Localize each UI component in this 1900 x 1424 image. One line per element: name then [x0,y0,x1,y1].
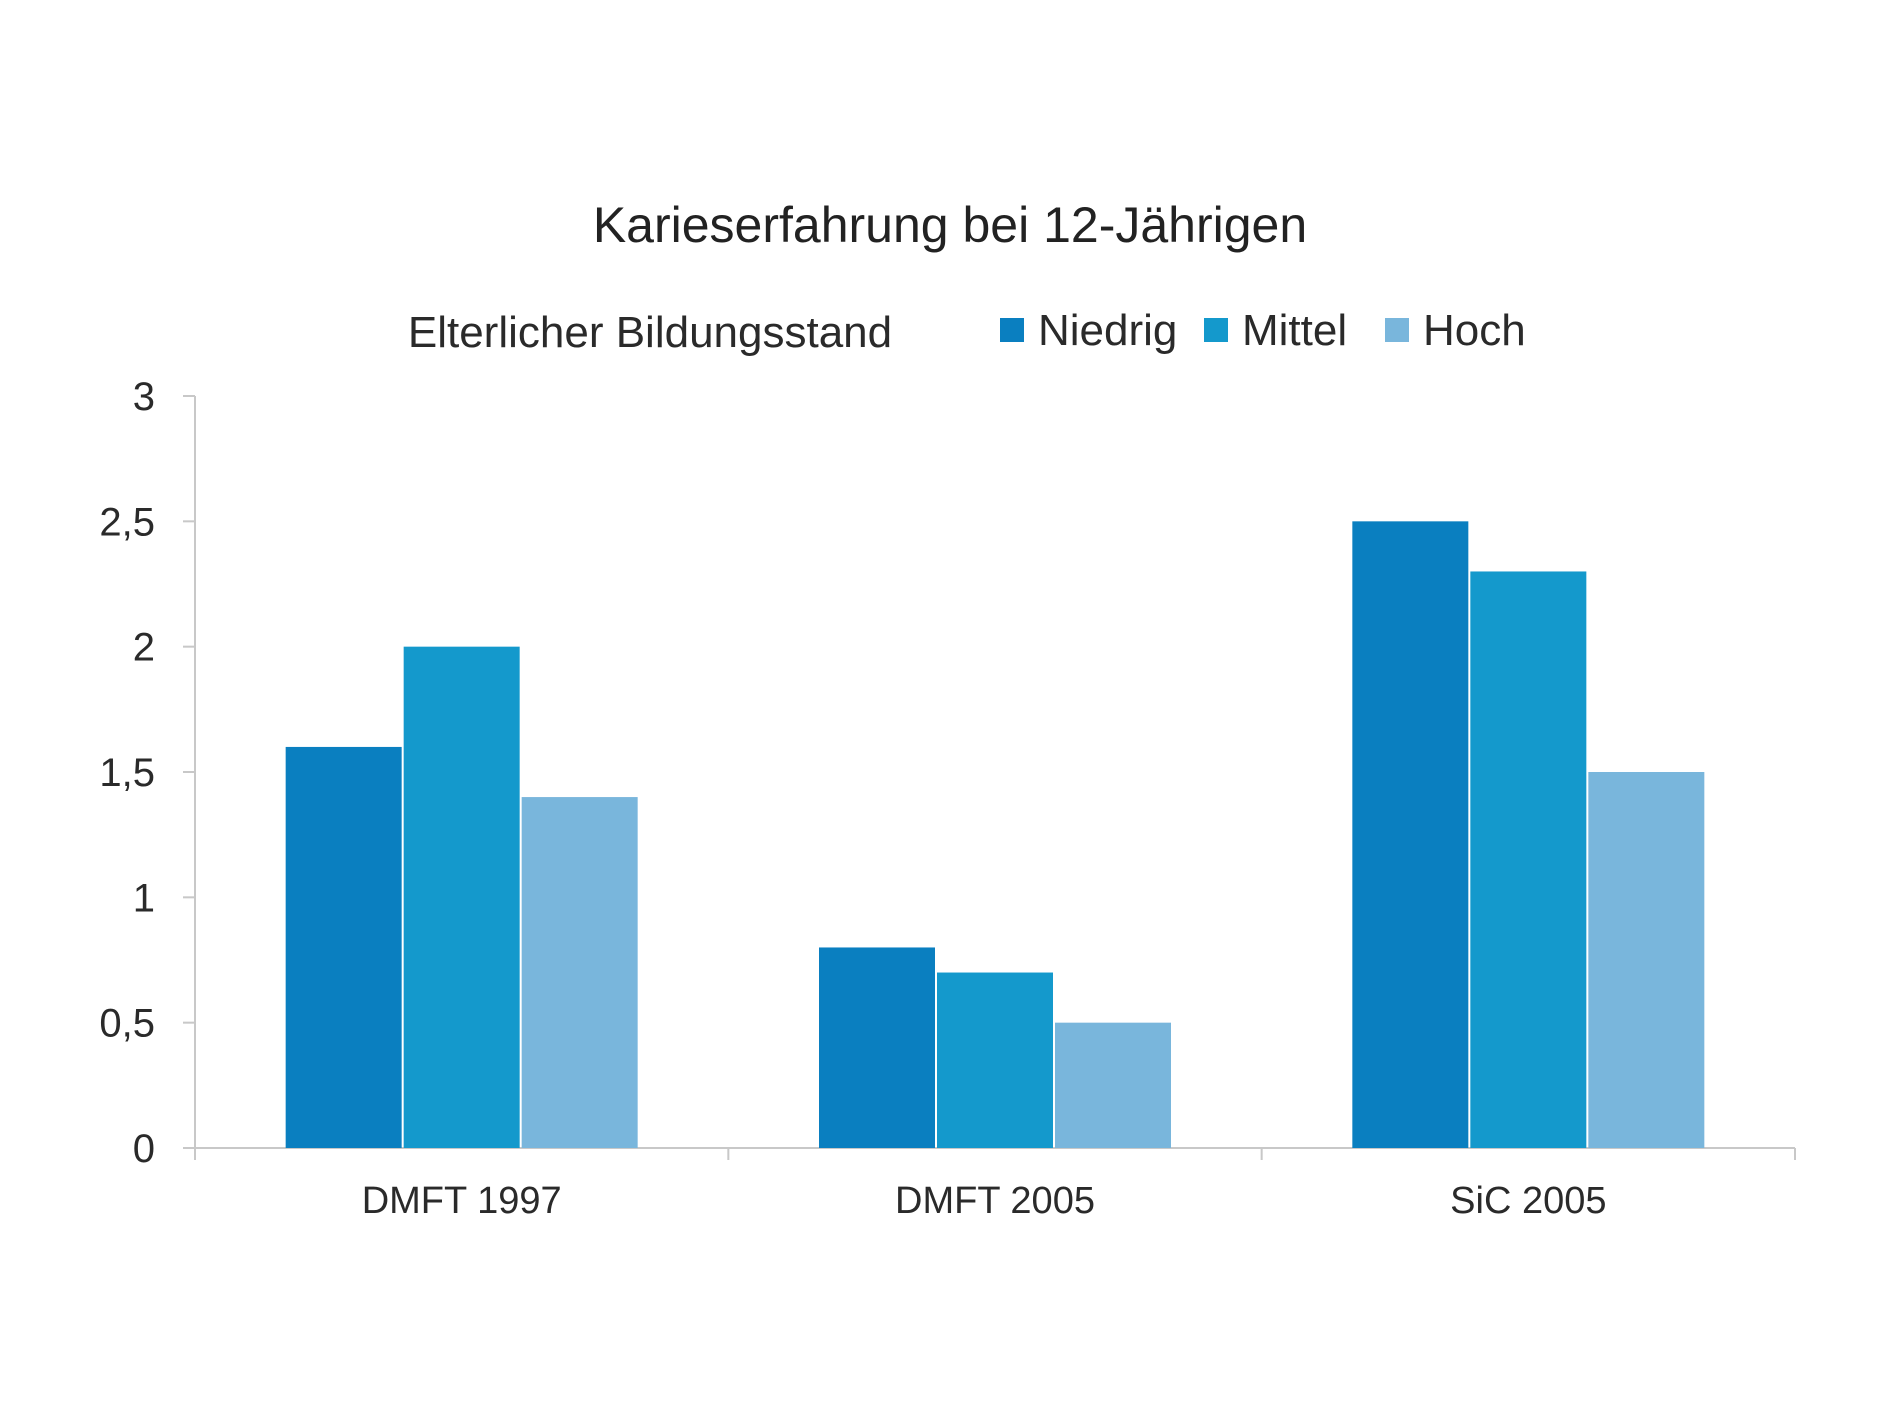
category-label: DMFT 1997 [362,1180,562,1222]
bar-niedrig-3 [1352,521,1469,1148]
bar-niedrig-1 [285,746,402,1148]
bar-hoch-3 [1588,772,1705,1148]
bar-mittel-2 [937,972,1053,1148]
category-labels: DMFT 1997 DMFT 2005 SiC 2005 [362,1180,1607,1222]
chart-title: Karieserfahrung bei 12-Jährigen [593,197,1307,253]
bars [285,521,1705,1148]
legend-label-niedrig: Niedrig [1038,306,1177,355]
bar-hoch-1 [521,797,638,1148]
legend-swatch-niedrig [1000,318,1024,342]
y-tick-label: 2,5 [99,500,155,544]
bar-mittel-1 [403,646,520,1148]
y-tick-label: 1 [133,876,155,920]
category-label: DMFT 2005 [895,1180,1095,1222]
bar-mittel-3 [1470,571,1587,1148]
legend-label-mittel: Mittel [1242,306,1347,355]
legend-swatch-hoch [1385,318,1409,342]
y-tick-label: 3 [133,375,155,419]
legend-title: Elterlicher Bildungsstand [408,308,892,357]
legend-swatch-mittel [1204,318,1228,342]
category-label: SiC 2005 [1450,1180,1606,1222]
bar-niedrig-2 [819,947,935,1148]
bar-hoch-2 [1055,1022,1171,1148]
legend: Niedrig Mittel Hoch [1000,306,1526,355]
y-tick-label: 0,5 [99,1002,155,1046]
y-tick-label: 1,5 [99,751,155,795]
legend-label-hoch: Hoch [1423,306,1526,355]
y-tick-label: 2 [133,626,155,670]
y-tick-label: 0 [133,1127,155,1171]
